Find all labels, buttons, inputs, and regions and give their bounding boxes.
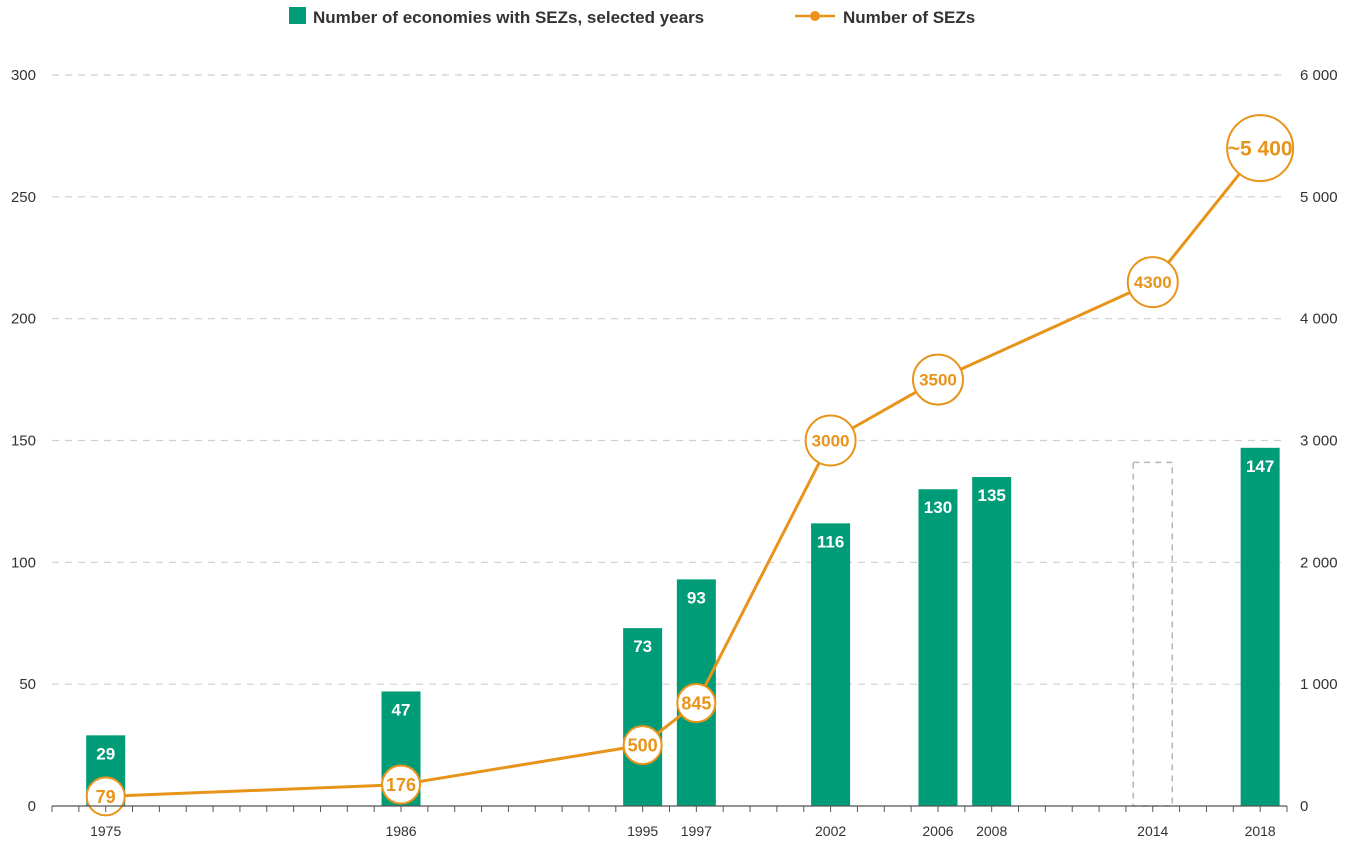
y-left-tick-label: 300: [11, 67, 36, 84]
left-axis: 0 50 100 150 200 250 300: [11, 67, 36, 815]
x-tick-label: 1975: [90, 823, 121, 839]
x-tick-label: 1995: [627, 823, 658, 839]
y-right-tick-label: 2 000: [1300, 554, 1338, 571]
line-point-label: 176: [386, 775, 416, 795]
line-point-marker: [676, 683, 717, 724]
y-left-tick-label: 0: [28, 798, 36, 815]
line-point-label: 845: [681, 694, 711, 714]
bar-value-label: 73: [633, 637, 652, 656]
x-tick-label: 2006: [922, 823, 953, 839]
bar-value-label: 116: [817, 532, 844, 551]
legend-bar-swatch: [289, 7, 306, 24]
bar-value-label: 47: [392, 700, 411, 719]
y-left-tick-label: 100: [11, 554, 36, 571]
right-axis: 0 1 000 2 000 3 000 4 000 5 000 6 000: [1300, 67, 1338, 815]
legend-bar-label: Number of economies with SEZs, selected …: [313, 8, 704, 27]
bar: [623, 628, 663, 806]
line-point-marker: [1126, 256, 1179, 309]
bar: [918, 489, 958, 806]
x-tick-label: 2018: [1245, 823, 1276, 839]
x-tick-label: 2002: [815, 823, 846, 839]
y-left-tick-label: 250: [11, 189, 36, 206]
bar-series: 29 47 73 93 116 130 135 147: [86, 447, 1280, 807]
legend: Number of economies with SEZs, selected …: [289, 7, 975, 27]
line-point-marker: [381, 764, 422, 805]
line-point-marker: [1226, 114, 1295, 183]
x-axis: 1975 1986 1995 1997 2002 2006 2008 2014 2018: [51, 805, 1288, 839]
line-point-label: 3500: [919, 371, 957, 390]
line-point-marker: [622, 725, 663, 766]
legend-line-label: Number of SEZs: [843, 8, 975, 27]
line-point-marker: [911, 353, 964, 406]
x-tick-label: 2008: [976, 823, 1007, 839]
line-point-label: 79: [96, 787, 116, 807]
y-right-tick-label: 5 000: [1300, 189, 1338, 206]
y-right-tick-label: 1 000: [1300, 676, 1338, 693]
y-left-tick-label: 150: [11, 433, 36, 450]
y-left-tick-label: 200: [11, 311, 36, 328]
legend-line-marker: [810, 11, 820, 21]
x-tick-label: 2014: [1137, 823, 1168, 839]
bar-value-label: 135: [977, 486, 1005, 505]
bar: [972, 477, 1012, 806]
line-point-label: 500: [628, 736, 658, 756]
bar-value-label: 93: [687, 588, 706, 607]
y-right-tick-label: 6 000: [1300, 67, 1338, 84]
line-point-label: 3000: [812, 432, 850, 451]
gridlines: [52, 74, 1287, 685]
y-right-tick-label: 3 000: [1300, 433, 1338, 450]
placeholder-bar: [1132, 461, 1174, 807]
bar-value-label: 29: [96, 744, 115, 763]
y-right-tick-label: 4 000: [1300, 311, 1338, 328]
sez-line: [105, 147, 1262, 798]
line-series: 79 176 500 845 3000 3500 4300 ~5 400: [85, 114, 1295, 817]
line-point-marker: [804, 414, 857, 467]
x-tick-label: 1997: [681, 823, 712, 839]
bar: [811, 523, 851, 806]
x-tick-label: 1986: [385, 823, 416, 839]
y-left-tick-label: 50: [19, 676, 36, 693]
bar: [1240, 447, 1280, 806]
bar-value-label: 147: [1246, 457, 1274, 476]
line-point-label: 4300: [1134, 273, 1172, 292]
y-right-tick-label: 0: [1300, 798, 1308, 815]
line-point-label: ~5 400: [1228, 138, 1293, 161]
bar-value-label: 130: [924, 498, 952, 517]
